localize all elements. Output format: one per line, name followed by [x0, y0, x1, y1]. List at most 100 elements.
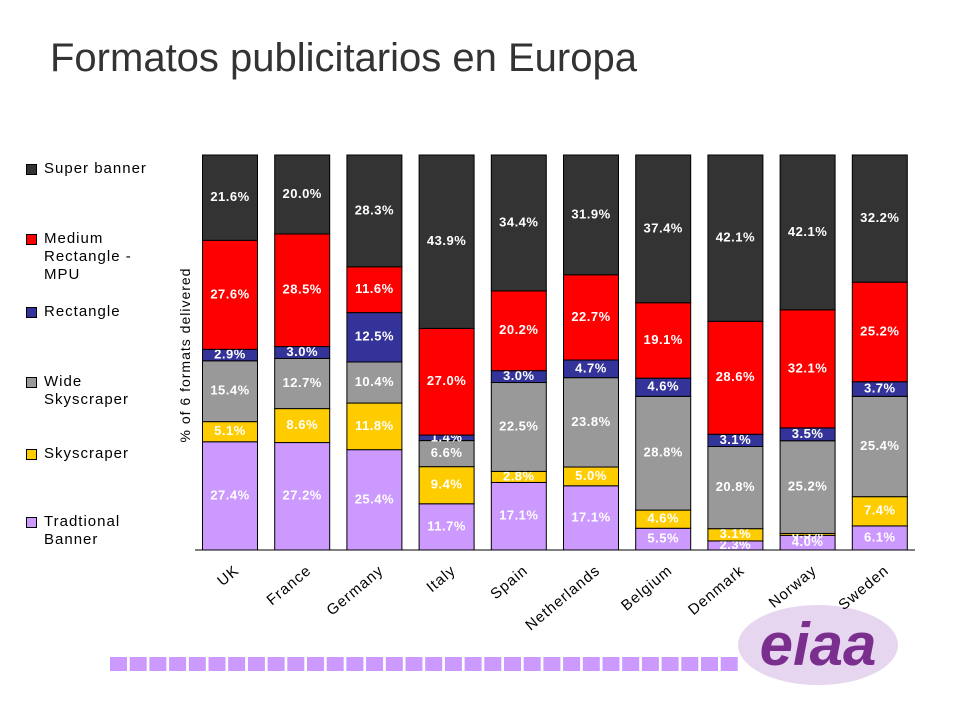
x-tick-label: Netherlands — [522, 562, 603, 634]
strip — [110, 657, 738, 671]
legend-label: Tradtional Banner — [44, 513, 121, 548]
legend-item: Tradtional Banner — [26, 513, 166, 549]
value-label: 27.0% — [427, 373, 466, 388]
logo-text: eiaa — [760, 611, 877, 678]
strip-block — [504, 657, 521, 671]
strip-block — [602, 657, 620, 671]
bar-segment — [418, 466, 475, 505]
strip-block — [208, 657, 226, 671]
value-label: 32.2% — [860, 210, 899, 225]
value-label: 4.7% — [575, 360, 607, 375]
value-label: 2.9% — [214, 347, 246, 362]
strip-block — [622, 657, 640, 671]
bar-segment — [635, 302, 692, 379]
bar-segment — [274, 442, 331, 551]
strip-block — [169, 657, 187, 671]
logo: eiaa — [738, 605, 898, 685]
value-label: 5.5% — [647, 531, 679, 546]
value-label: 25.2% — [860, 323, 899, 338]
value-label: 22.5% — [499, 418, 538, 433]
bar-segment — [202, 360, 258, 423]
value-label: 3.0% — [286, 344, 318, 359]
value-label: 21.6% — [210, 189, 249, 204]
value-label: 42.1% — [716, 230, 755, 245]
value-label: 17.1% — [571, 509, 610, 524]
value-label: 25.2% — [788, 479, 827, 494]
strip-block — [110, 657, 127, 671]
strip-block — [720, 657, 738, 671]
legend-item: Medium Rectangle - MPU — [26, 230, 166, 284]
bar-segment — [418, 154, 475, 329]
value-label: 37.4% — [644, 220, 683, 235]
value-label: 42.1% — [788, 224, 827, 239]
strip-block — [149, 657, 167, 671]
bar-segment — [418, 327, 475, 436]
x-tick-label: UK — [214, 562, 242, 590]
x-tick-label: Belgium — [618, 562, 676, 614]
legend-item: Wide Skyscraper — [26, 373, 166, 409]
bar-segment — [707, 320, 764, 435]
value-label: 11.8% — [355, 418, 394, 433]
y-axis-label: % of 6 formats delivered — [177, 268, 193, 443]
value-label: 20.2% — [499, 322, 538, 337]
bar-segment — [851, 281, 908, 383]
value-label: 3.1% — [720, 526, 752, 541]
value-label: 22.7% — [571, 309, 610, 324]
bar-segment — [346, 154, 403, 268]
strip-block — [523, 657, 541, 671]
bar-segment — [563, 377, 619, 468]
legend-swatch — [26, 517, 37, 528]
bar-segment — [563, 154, 619, 276]
value-label: 20.0% — [283, 186, 322, 201]
value-label: 25.4% — [355, 491, 394, 506]
bar-segment — [202, 441, 258, 551]
strip-block — [543, 657, 561, 671]
value-label: 15.4% — [210, 383, 249, 398]
value-label: 4.0% — [792, 534, 824, 549]
strip-block — [641, 657, 659, 671]
strip-block — [701, 657, 718, 671]
bar-segment — [851, 395, 908, 498]
x-tick-label: France — [263, 562, 314, 609]
strip-block — [188, 657, 206, 671]
strip-block — [247, 657, 265, 671]
legend-swatch — [26, 307, 37, 318]
x-tick-label: Denmark — [685, 562, 748, 619]
value-label: 28.5% — [283, 282, 322, 297]
strip-block — [464, 657, 482, 671]
value-label: 32.1% — [788, 360, 827, 375]
value-label: 3.7% — [864, 380, 896, 395]
bar-segment — [635, 154, 692, 304]
strip-block — [444, 657, 462, 671]
bar-segment — [346, 402, 403, 451]
bar-segment — [563, 274, 619, 361]
legend-swatch — [26, 449, 37, 460]
legend-label: Super banner — [44, 160, 147, 177]
strip-block — [385, 657, 403, 671]
strip-block — [287, 657, 305, 671]
x-tick-label: Norway — [766, 562, 820, 612]
value-label: 3.5% — [792, 426, 824, 441]
value-label: 28.8% — [644, 445, 683, 460]
strip-block — [582, 657, 600, 671]
value-label: 27.4% — [210, 487, 249, 502]
strip-block — [267, 657, 285, 671]
value-label: 27.2% — [283, 488, 322, 503]
bar-segment — [490, 290, 547, 372]
value-label: 11.7% — [427, 518, 466, 533]
legend-item: Rectangle — [26, 303, 166, 321]
legend-item: Skyscraper — [26, 445, 166, 463]
bar-segment — [346, 449, 403, 551]
value-label: 31.9% — [571, 206, 610, 221]
bar-segment — [851, 525, 908, 551]
bar-segment — [779, 154, 836, 311]
value-label: 5.0% — [575, 468, 607, 483]
strip-block — [681, 657, 699, 671]
bar-segment — [202, 154, 258, 241]
legend-item: Super banner — [26, 160, 166, 178]
chart-title: Formatos publicitarios en Europa — [50, 36, 637, 80]
legend-label: Wide Skyscraper — [44, 373, 130, 408]
bar-segment — [202, 239, 258, 350]
value-label: 7.4% — [864, 503, 896, 518]
value-label: 9.4% — [431, 477, 463, 492]
